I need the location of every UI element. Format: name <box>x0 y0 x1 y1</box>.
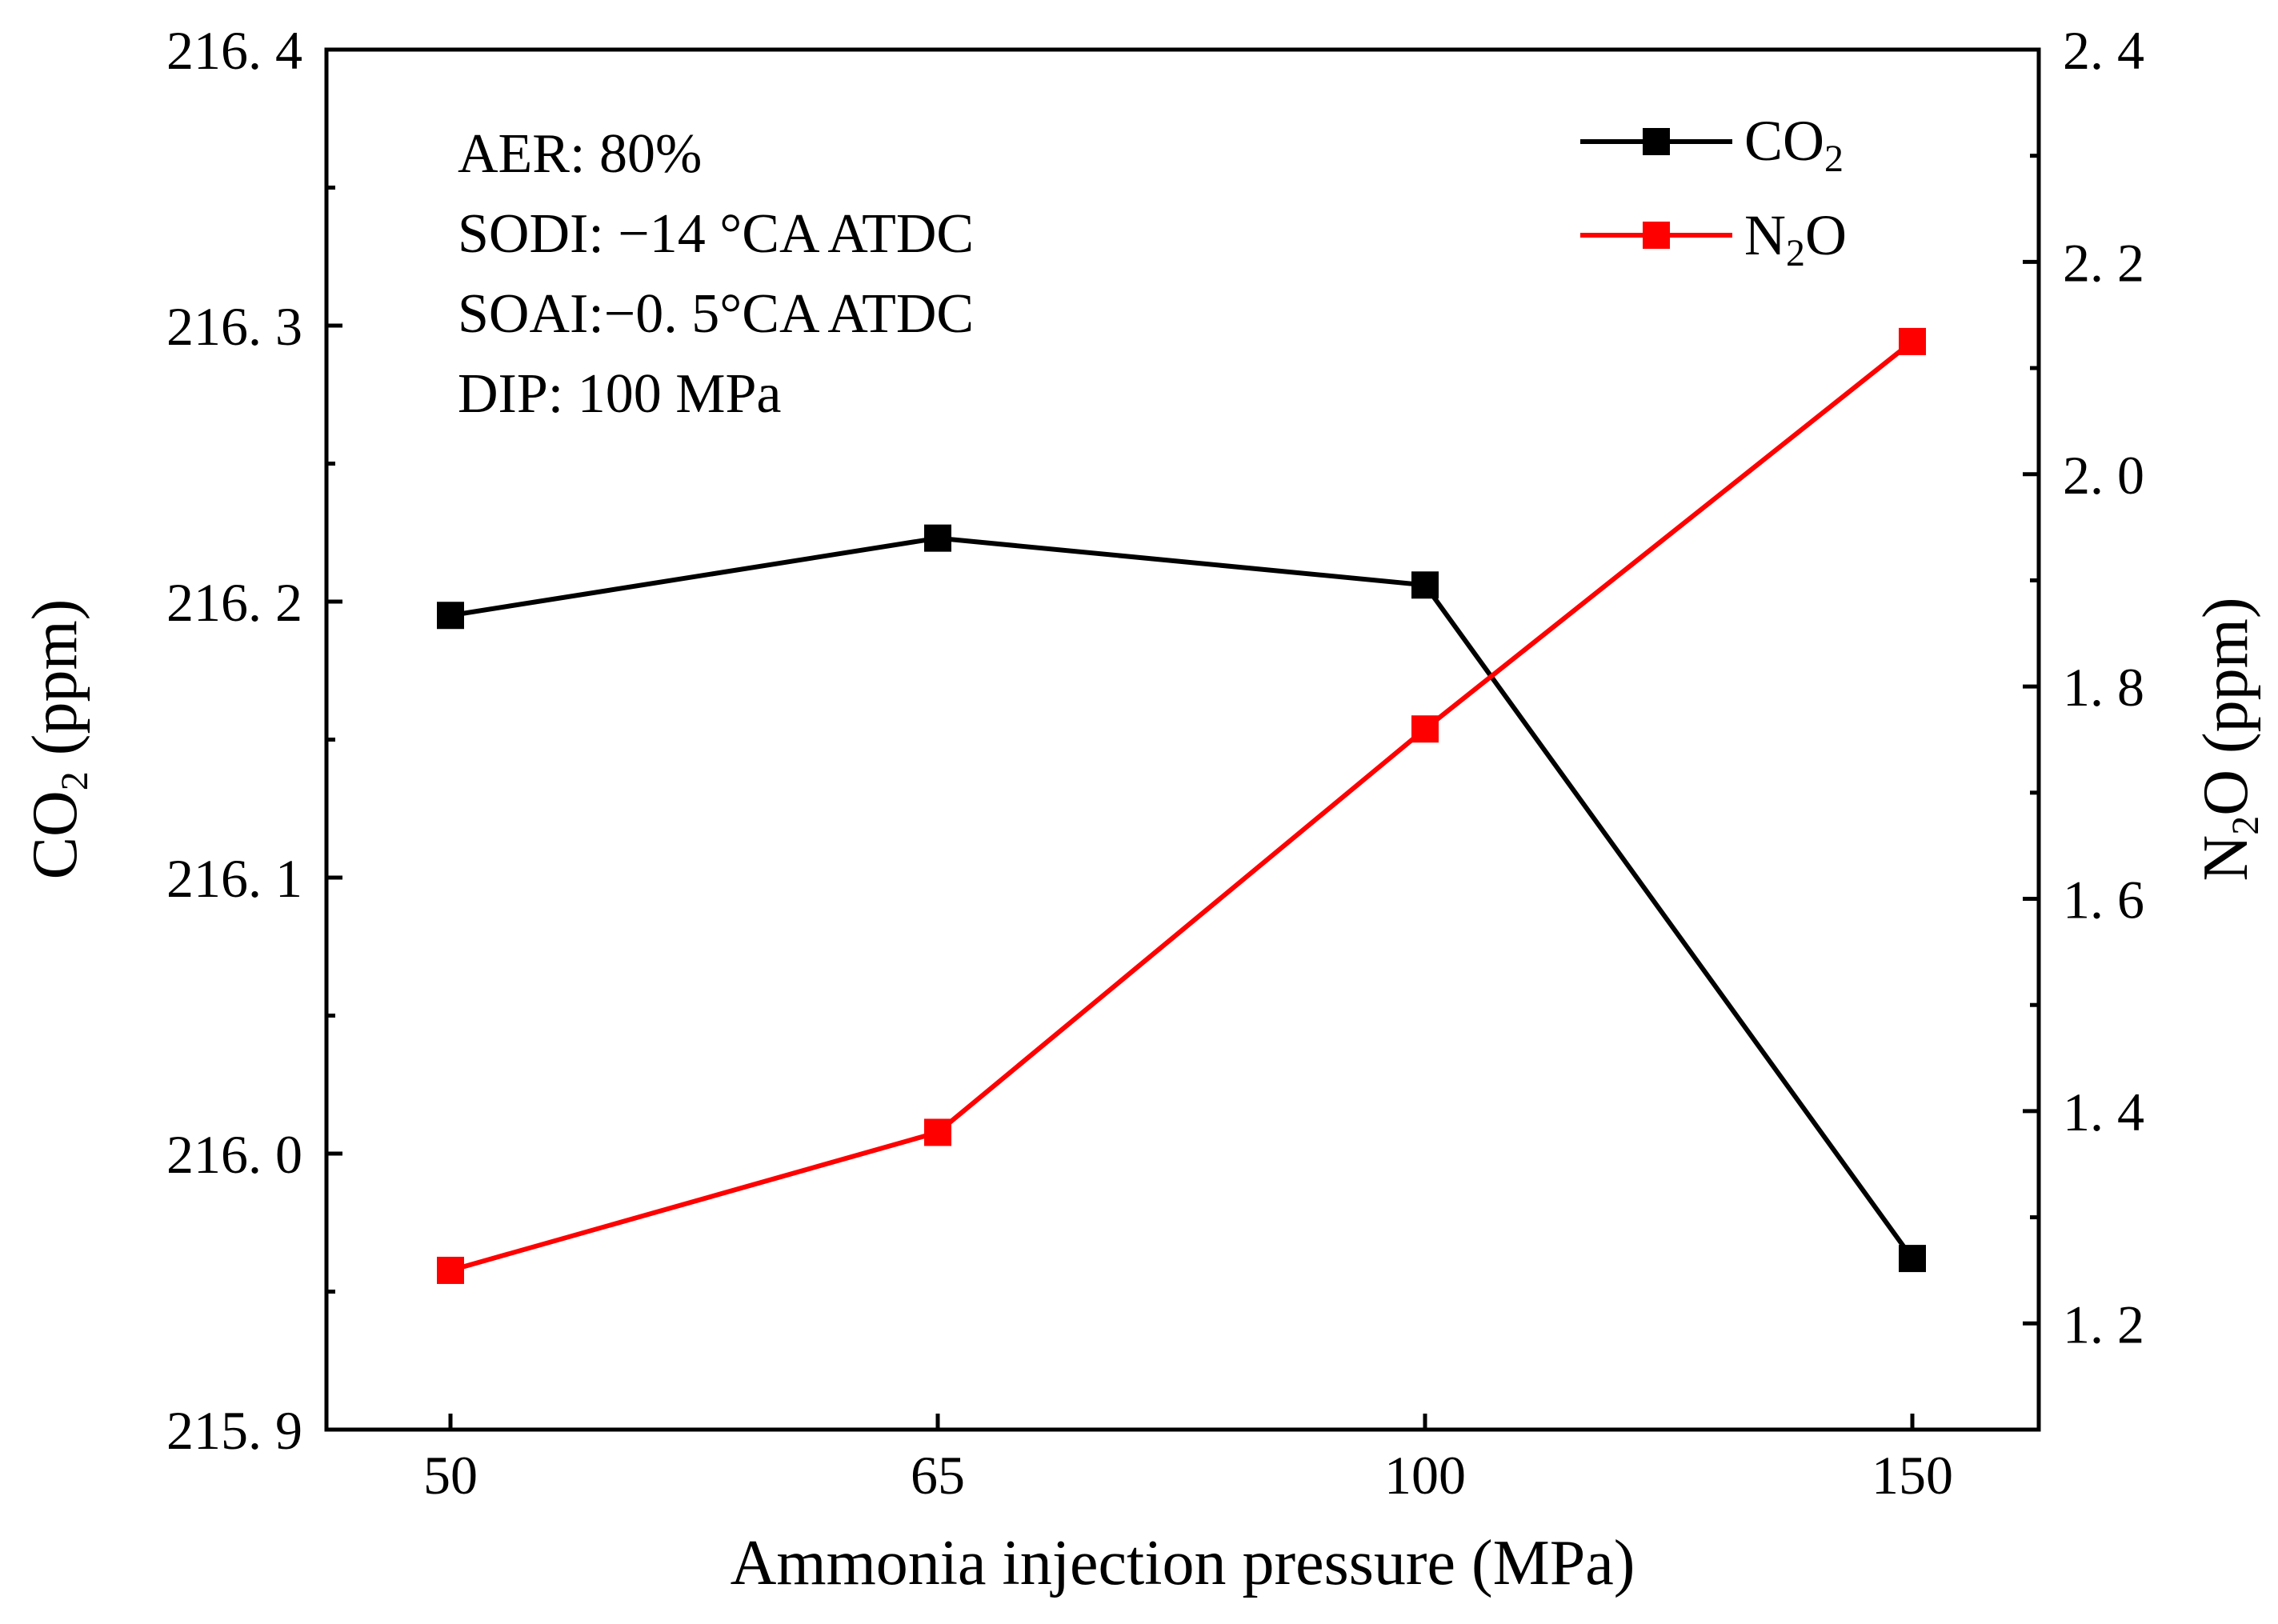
legend: CO2 N2O <box>1580 109 1847 274</box>
series-line-co2 <box>450 535 1915 1260</box>
x-axis-title: Ammonia injection pressure (MPa) <box>731 1528 1635 1598</box>
right-axis-tick-label: 2. 2 <box>2063 232 2144 293</box>
right-axis-title-main: N <box>2191 835 2261 882</box>
legend-co2-label: CO2 <box>1744 109 1844 180</box>
x-axis-tick-label: 150 <box>1872 1445 1953 1506</box>
data-point-n2o <box>924 1118 951 1146</box>
data-point-n2o <box>1899 327 1926 355</box>
left-axis-title-tail: (ppm) <box>20 599 90 772</box>
left-axis-tick-label: 215. 9 <box>166 1400 302 1461</box>
data-point-n2o <box>437 1256 464 1284</box>
legend-n2o-marker <box>1643 222 1670 249</box>
annotation-soai: SOAI:−0. 5°CA ATDC <box>458 283 974 345</box>
series-line-n2o <box>450 339 1914 1273</box>
right-axis-tick-label: 1. 6 <box>2063 870 2144 930</box>
annotation-sodi: SODI: −14 °CA ATDC <box>458 203 974 265</box>
left-axis-tick-label: 216. 1 <box>166 848 302 909</box>
right-axis-tick-label: 1. 4 <box>2063 1082 2144 1142</box>
annotation-block: AER: 80% SODI: −14 °CA ATDC SOAI:−0. 5°C… <box>458 123 974 425</box>
right-axis-tick-label: 2. 0 <box>2063 445 2144 506</box>
right-axis-tick-label: 2. 4 <box>2063 20 2144 81</box>
legend-co2-marker <box>1643 128 1670 155</box>
left-axis-title: CO2 (ppm) <box>20 599 96 880</box>
data-point-co2 <box>924 524 951 552</box>
x-axis-tick-label: 100 <box>1384 1445 1466 1506</box>
left-axis-tick-label: 216. 4 <box>166 20 302 81</box>
data-point-co2 <box>437 602 464 630</box>
legend-n2o-label: N2O <box>1744 203 1847 274</box>
annotation-aer: AER: 80% <box>458 123 702 185</box>
left-axis-title-main: CO <box>20 790 90 879</box>
left-axis-tick-label: 216. 2 <box>166 572 302 633</box>
right-axis-title-sub: 2 <box>2224 816 2267 835</box>
x-axis-tick-label: 50 <box>423 1445 478 1506</box>
left-axis-title-sub: 2 <box>54 771 96 790</box>
data-point-co2 <box>1411 571 1439 599</box>
left-axis-tick-label: 216. 3 <box>166 296 302 357</box>
x-axis-tick-label: 65 <box>911 1445 965 1506</box>
right-axis-title-tail: O (ppm) <box>2191 597 2261 815</box>
right-axis-tick-label: 1. 8 <box>2063 657 2144 718</box>
right-axis-tick-label: 1. 2 <box>2063 1294 2144 1354</box>
data-point-n2o <box>1411 715 1439 743</box>
left-axis-tick-label: 216. 0 <box>166 1124 302 1185</box>
right-axis-title: N2O (ppm) <box>2191 597 2267 881</box>
annotation-dip: DIP: 100 MPa <box>458 363 781 425</box>
data-point-co2 <box>1899 1245 1926 1273</box>
